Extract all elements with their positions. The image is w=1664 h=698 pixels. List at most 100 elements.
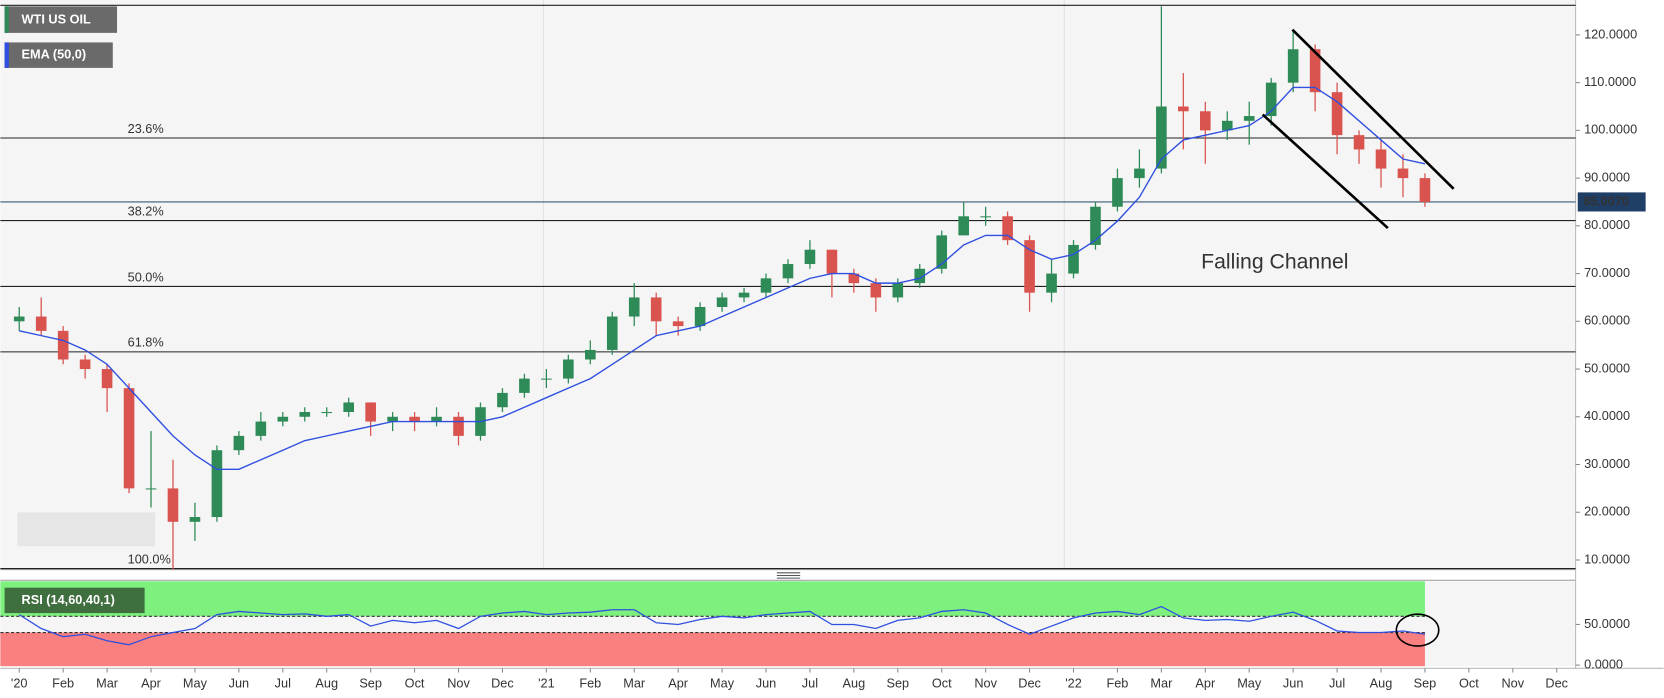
last-price-label: 85.0070 [1583,193,1629,208]
candle-body [145,488,157,490]
x-tick-label: Oct [1459,676,1479,691]
fib-label: 100.0% [128,551,171,566]
last-price-box [1577,192,1646,212]
x-tick-label: Aug [315,676,338,691]
x-tick-label: Jun [756,676,777,691]
x-tick-label: Feb [52,676,74,691]
candle-body [716,297,728,307]
candle-body [628,297,640,317]
legend-swatch [4,42,9,68]
candle-body [343,402,354,413]
candle-body [1287,49,1299,83]
candle-body [848,273,860,284]
x-tick-label: Mar [96,676,119,691]
legend-box[interactable] [4,6,118,33]
rsi-line [18,605,1426,646]
candle-body [497,392,508,408]
x-tick-label: Oct [405,676,425,691]
price-pane [0,0,1575,569]
candle-body [167,488,179,522]
x-tick-label: Nov [974,676,997,691]
candle-body [1243,116,1255,121]
candle-body [1375,149,1387,169]
candle-body [826,249,838,274]
candle-body [387,416,398,422]
x-tick-label: Mar [623,676,646,691]
candle-body [255,421,267,436]
candle-body [189,517,201,522]
fib-label: 50.0% [128,269,164,284]
candle-body [211,450,223,518]
candle-body [365,402,376,422]
x-tick-label: Aug [1370,676,1393,691]
candle-body [1178,106,1189,112]
channel-line [1291,28,1455,190]
blurred-box [17,512,156,547]
legend-box[interactable] [4,587,145,614]
x-tick-label: Nov [447,676,470,691]
candle-body [321,412,333,414]
x-tick-label: Dec [1018,676,1041,691]
candle-body [782,264,794,279]
candle-body [936,235,948,269]
candle-body [870,283,882,298]
candle-body [672,321,684,327]
y-tick-label: 90.0000 [1584,169,1630,184]
legend-box[interactable] [4,42,113,68]
candle-body [35,316,47,331]
y-tick-label: 110.0000 [1584,74,1636,89]
fib-label: 23.6% [128,121,164,136]
x-tick-label: Feb [1106,676,1128,691]
candle-body [299,412,311,417]
x-tick-label: May [710,676,735,691]
y-tick-label: 10.0000 [1584,551,1630,566]
candle-body [541,378,552,380]
x-tick-label: Mar [1150,676,1173,691]
x-tick-label: Jul [1329,676,1345,691]
x-tick-label: Jul [802,676,818,691]
lower-zone [0,632,1425,667]
y-tick-label: 60.0000 [1584,313,1630,328]
fib-label: 38.2% [128,203,164,218]
candle-body [1331,92,1343,136]
candle-body [13,316,25,322]
ema-line [19,86,1426,470]
candle-body [1134,168,1145,179]
x-tick-label: '22 [1065,676,1082,691]
candle-body [1353,135,1365,150]
y-tick-label: 20.0000 [1584,504,1630,519]
y-tick-label: 50.0000 [1584,616,1630,631]
candle-body [519,378,530,393]
candle-body [101,369,113,389]
candle-body [1002,216,1013,241]
candle-body [453,416,464,436]
x-tick-label: Aug [843,676,866,691]
x-tick-label: '21 [538,676,555,691]
candle-body [409,416,420,422]
candle-body [606,316,618,350]
y-tick-label: 100.0000 [1584,122,1637,137]
candle-body [233,435,245,451]
marks: 10.0000 20.0000 30.0000 40.0000 50.0000 60.00… [0,0,1646,691]
x-tick-label: Jun [1283,676,1304,691]
pane-handle[interactable] [776,572,801,579]
channel-line [1261,113,1389,230]
y-tick-label: 80.0000 [1584,217,1630,232]
candle-body [1397,168,1409,179]
candle-body [892,283,904,298]
x-tick-label: Sep [886,676,909,691]
candle-body [563,359,574,379]
candle-body [1221,120,1233,131]
x-tick-label: Apr [1195,676,1216,691]
x-tick-label: Apr [141,676,162,691]
candle-body [1419,178,1431,202]
x-tick-label: Sep [359,676,382,691]
x-tick-label: Dec [491,676,514,691]
x-tick-label: Oct [932,676,952,691]
upper-zone [0,581,1425,617]
fib-label: 0.0% [128,0,157,3]
candle-body [1090,206,1101,245]
candle-body [277,416,289,422]
